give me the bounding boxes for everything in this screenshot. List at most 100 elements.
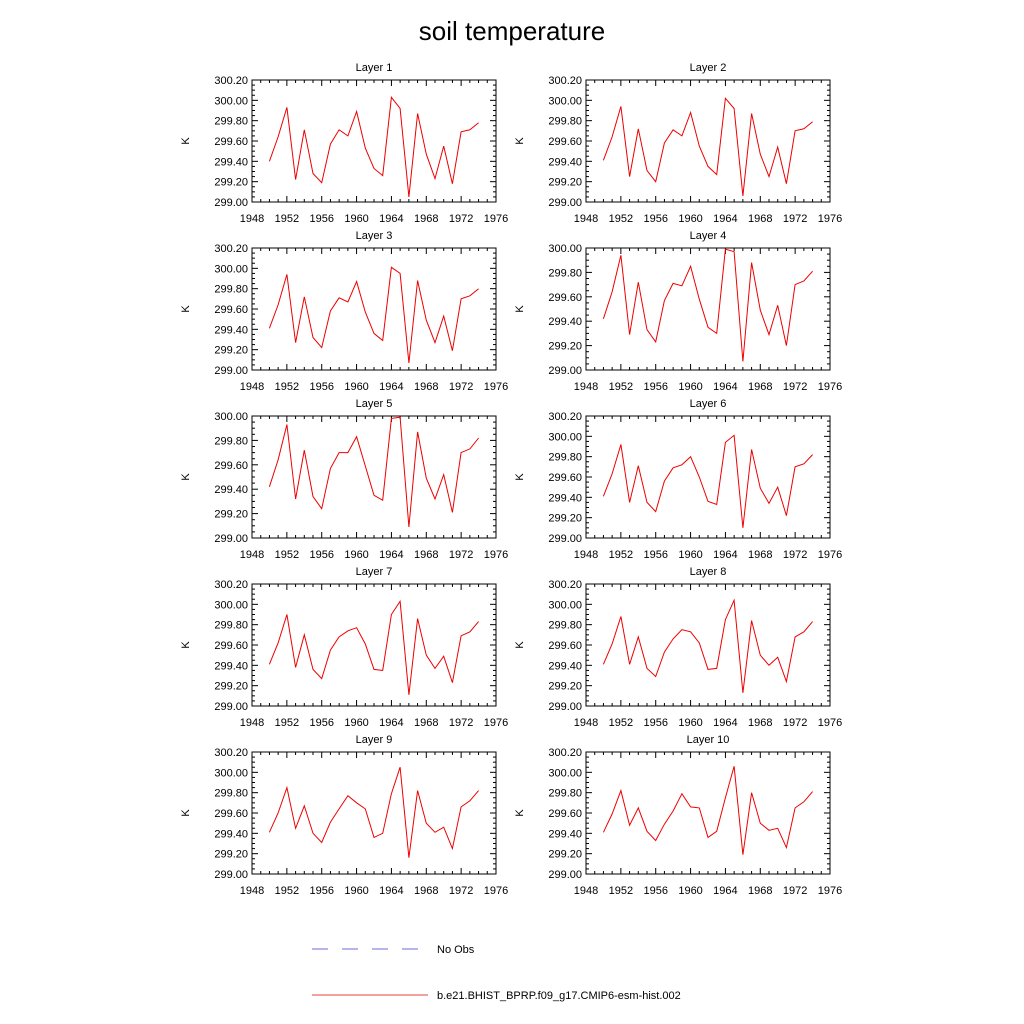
panel-2: Layer 2 K 1948 1952 1956 1960 1964 1968 1972 1976… (514, 62, 842, 225)
x-tick-label: 1964 (713, 717, 737, 729)
y-tick-label: 300.20 (548, 747, 582, 759)
x-tick-label: 1968 (748, 213, 772, 225)
x-tick-label: 1972 (783, 381, 807, 393)
y-axis-label: K (180, 473, 192, 481)
x-tick-label: 1968 (414, 717, 438, 729)
x-tick-label: 1976 (818, 381, 842, 393)
y-axis-label: K (180, 137, 192, 145)
y-axis-label: K (180, 305, 192, 313)
panel-1: Layer 1 K 1948 1952 1956 1960 1964 1968 1972 1976… (180, 62, 508, 225)
x-tick-label: 1952 (275, 381, 299, 393)
y-tick-label: 299.60 (548, 808, 582, 820)
panel-9: Layer 9 K 1948 1952 1956 1960 1964 1968 1972 1976… (180, 734, 508, 897)
y-tick-label: 299.60 (214, 808, 248, 820)
x-tick-label: 1964 (713, 885, 737, 897)
x-tick-label: 1968 (414, 885, 438, 897)
x-tick-label: 1976 (484, 213, 508, 225)
y-tick-label: 299.00 (548, 533, 582, 545)
x-tick-label: 1960 (678, 213, 702, 225)
y-tick-label: 299.00 (214, 365, 248, 377)
x-tick-label: 1972 (449, 549, 473, 561)
y-tick-label: 299.20 (548, 177, 582, 189)
y-tick-label: 299.80 (548, 116, 582, 128)
y-tick-label: 299.40 (214, 828, 248, 840)
y-tick-label: 299.60 (214, 304, 248, 316)
x-tick-label: 1960 (678, 381, 702, 393)
y-tick-label: 299.80 (214, 116, 248, 128)
x-tick-label: 1968 (414, 381, 438, 393)
x-tick-label: 1960 (678, 717, 702, 729)
panel-title: Layer 10 (687, 734, 730, 746)
x-tick-label: 1960 (344, 213, 368, 225)
legend-label-no-obs: No Obs (437, 944, 475, 956)
x-tick-label: 1964 (713, 213, 737, 225)
x-tick-label: 1968 (414, 213, 438, 225)
x-tick-label: 1960 (344, 549, 368, 561)
x-tick-label: 1956 (309, 717, 333, 729)
y-tick-label: 299.00 (214, 197, 248, 209)
series-line (268, 767, 479, 858)
y-axis-label: K (514, 809, 526, 817)
y-tick-label: 300.20 (548, 411, 582, 423)
series-line (602, 766, 813, 855)
y-tick-label: 299.40 (214, 156, 248, 168)
y-tick-label: 300.00 (214, 263, 248, 275)
y-tick-label: 299.40 (548, 492, 582, 504)
y-tick-label: 300.00 (214, 599, 248, 611)
x-tick-label: 1948 (574, 381, 598, 393)
y-tick-label: 300.00 (214, 95, 248, 107)
y-tick-label: 299.80 (214, 284, 248, 296)
x-tick-label: 1976 (818, 717, 842, 729)
y-tick-label: 300.00 (548, 95, 582, 107)
y-tick-label: 299.20 (214, 849, 248, 861)
y-axis-label: K (514, 641, 526, 649)
panel-title: Layer 3 (356, 230, 393, 242)
y-tick-label: 299.80 (214, 620, 248, 632)
y-tick-label: 299.80 (214, 788, 248, 800)
y-tick-label: 299.80 (548, 620, 582, 632)
x-tick-label: 1968 (414, 549, 438, 561)
y-tick-label: 299.40 (548, 316, 582, 328)
x-tick-label: 1968 (748, 885, 772, 897)
y-tick-label: 299.60 (548, 472, 582, 484)
x-tick-label: 1972 (783, 549, 807, 561)
x-tick-label: 1972 (449, 381, 473, 393)
x-tick-label: 1976 (484, 381, 508, 393)
x-tick-label: 1948 (240, 213, 264, 225)
series-line (268, 266, 479, 363)
y-tick-label: 300.00 (548, 767, 582, 779)
x-tick-label: 1972 (449, 885, 473, 897)
x-tick-label: 1972 (783, 717, 807, 729)
x-tick-label: 1960 (678, 549, 702, 561)
x-tick-label: 1956 (309, 549, 333, 561)
chart-panels: Layer 1 K 1948 1952 1956 1960 1964 1968 1972 1976… (180, 62, 842, 897)
y-axis-label: K (514, 305, 526, 313)
panel-title: Layer 9 (356, 734, 393, 746)
y-tick-label: 300.20 (548, 75, 582, 87)
x-tick-label: 1956 (643, 213, 667, 225)
x-tick-label: 1976 (484, 717, 508, 729)
x-tick-label: 1956 (309, 885, 333, 897)
x-tick-label: 1948 (240, 381, 264, 393)
panel-10: Layer 10 K 1948 1952 1956 1960 1964 1968 1972 197… (514, 734, 842, 897)
plot-frame (251, 415, 497, 539)
y-tick-label: 300.20 (214, 579, 248, 591)
y-tick-label: 300.20 (214, 243, 248, 255)
y-axis-label: K (180, 641, 192, 649)
y-tick-label: 299.20 (548, 513, 582, 525)
figure-title: soil temperature (419, 16, 605, 46)
y-tick-label: 300.00 (548, 431, 582, 443)
x-tick-label: 1968 (748, 381, 772, 393)
x-tick-label: 1952 (609, 717, 633, 729)
panel-3: Layer 3 K 1948 1952 1956 1960 1964 1968 1972 1976… (180, 230, 508, 393)
x-tick-label: 1964 (379, 213, 403, 225)
panel-title: Layer 6 (690, 398, 727, 410)
x-tick-label: 1976 (818, 549, 842, 561)
x-tick-label: 1956 (309, 381, 333, 393)
x-tick-label: 1952 (609, 381, 633, 393)
x-tick-label: 1948 (574, 885, 598, 897)
panel-5: Layer 5 K 1948 1952 1956 1960 1964 1968 1972 1976… (180, 398, 508, 561)
x-tick-label: 1956 (643, 717, 667, 729)
x-tick-label: 1948 (574, 717, 598, 729)
y-tick-label: 299.60 (548, 136, 582, 148)
